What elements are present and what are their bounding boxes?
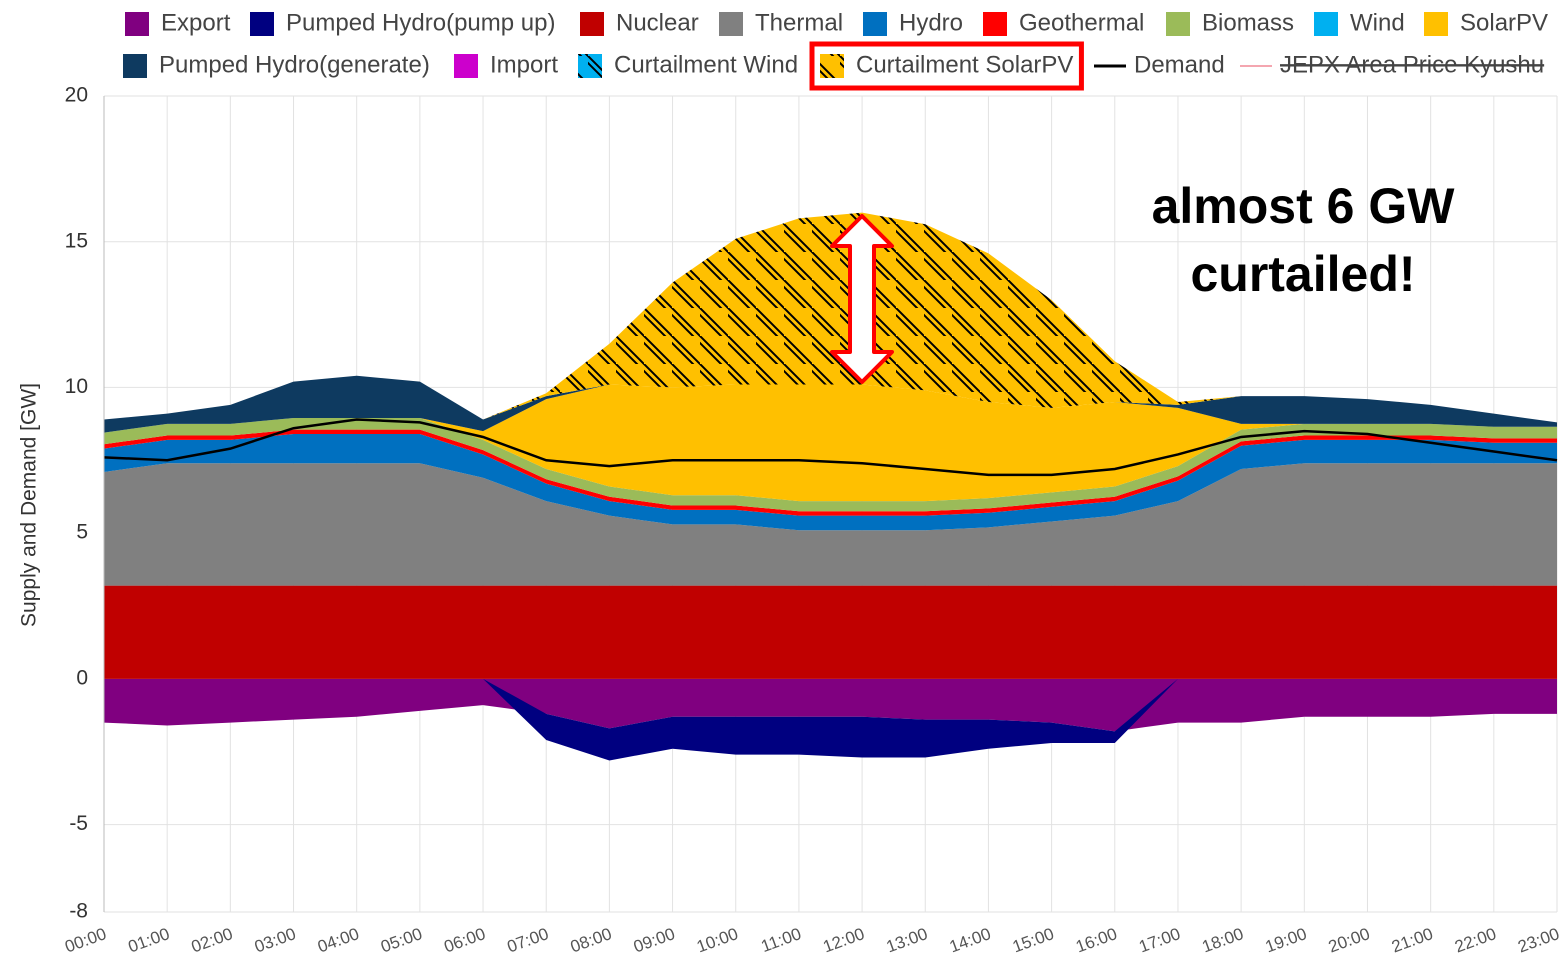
x-tick-label: 11:00 (759, 924, 804, 956)
legend-label: Geothermal (1019, 9, 1144, 36)
legend-swatch (125, 12, 149, 36)
legend-swatch (123, 54, 147, 78)
area (104, 429, 1557, 516)
legend-label: Export (161, 9, 231, 36)
legend-label: Pumped Hydro(pump up) (286, 9, 555, 36)
x-tick-label: 20:00 (1326, 924, 1372, 956)
x-tick-label: 19:00 (1263, 924, 1309, 956)
y-tick-label: -5 (69, 812, 88, 835)
x-tick-label: 03:00 (252, 924, 298, 956)
x-tick-label: 22:00 (1452, 924, 1498, 956)
double-arrow (830, 214, 894, 384)
y-tick-label: 5 (76, 521, 88, 544)
legend-label: Import (490, 51, 558, 78)
legend-label: SolarPV (1460, 9, 1548, 36)
legend-swatch (820, 54, 844, 78)
legend-label: Hydro (899, 9, 963, 36)
legend-swatch (983, 12, 1007, 36)
y-tick-label: -8 (69, 900, 88, 923)
x-tick-label: 14:00 (947, 924, 993, 956)
legend-swatch (1424, 12, 1448, 36)
legend-label: Wind (1350, 9, 1405, 36)
x-tick-label: 16:00 (1073, 924, 1119, 956)
y-tick-label: 0 (76, 666, 88, 689)
area (104, 212, 1557, 423)
y-tick-label: 20 (65, 84, 88, 107)
annotation: almost 6 GW (1152, 178, 1456, 234)
area (104, 375, 1557, 433)
x-tick-label: 04:00 (315, 924, 361, 956)
x-tick-label: 09:00 (631, 924, 677, 956)
x-tick-label: 21:00 (1389, 924, 1435, 956)
legend-label: Pumped Hydro(generate) (159, 51, 430, 78)
x-tick-label: 12:00 (821, 924, 867, 956)
area (104, 463, 1557, 586)
highlight-box (809, 41, 1084, 91)
area (104, 585, 1557, 679)
y-axis-label: Supply and Demand [GW] (18, 383, 41, 627)
x-tick-label: 02:00 (189, 924, 235, 956)
legend-label: Biomass (1202, 9, 1294, 36)
legend-label: Thermal (755, 9, 843, 36)
x-tick-label: 07:00 (505, 924, 551, 956)
legend-label: Curtailment SolarPV (856, 51, 1073, 78)
area (104, 678, 1557, 732)
x-tick-label: 01:00 (126, 924, 172, 956)
legend-swatch (578, 54, 602, 78)
legend-swatch (719, 12, 743, 36)
legend-label: Demand (1134, 51, 1225, 78)
annotation: curtailed! (1190, 246, 1415, 302)
x-tick-label: 17:00 (1136, 924, 1182, 956)
x-tick-label: 08:00 (568, 924, 614, 956)
legend-label: JEPX Area Price Kyushu (1280, 51, 1544, 78)
x-tick-label: 15:00 (1010, 924, 1056, 956)
legend-swatch (580, 12, 604, 36)
area (104, 434, 1557, 531)
legend-label: Curtailment Wind (614, 51, 798, 78)
area (104, 384, 1557, 502)
x-tick-label: 23:00 (1515, 924, 1561, 956)
legend-swatch (250, 12, 274, 36)
line (103, 418, 1558, 477)
y-tick-label: 10 (65, 375, 88, 398)
legend-swatch (1314, 12, 1338, 36)
x-tick-label: 00:00 (62, 924, 108, 956)
legend-swatch (454, 54, 478, 78)
x-tick-label: 10:00 (694, 924, 740, 956)
x-tick-label: 06:00 (441, 924, 487, 956)
x-tick-label: 05:00 (378, 924, 424, 956)
legend-swatch (1166, 12, 1190, 36)
legend-label: Nuclear (616, 9, 699, 36)
legend-swatch (863, 12, 887, 36)
x-tick-label: 18:00 (1200, 924, 1246, 956)
x-tick-label: 13:00 (884, 924, 930, 956)
area (104, 418, 1557, 512)
y-tick-label: 15 (65, 229, 88, 252)
area (104, 678, 1557, 761)
